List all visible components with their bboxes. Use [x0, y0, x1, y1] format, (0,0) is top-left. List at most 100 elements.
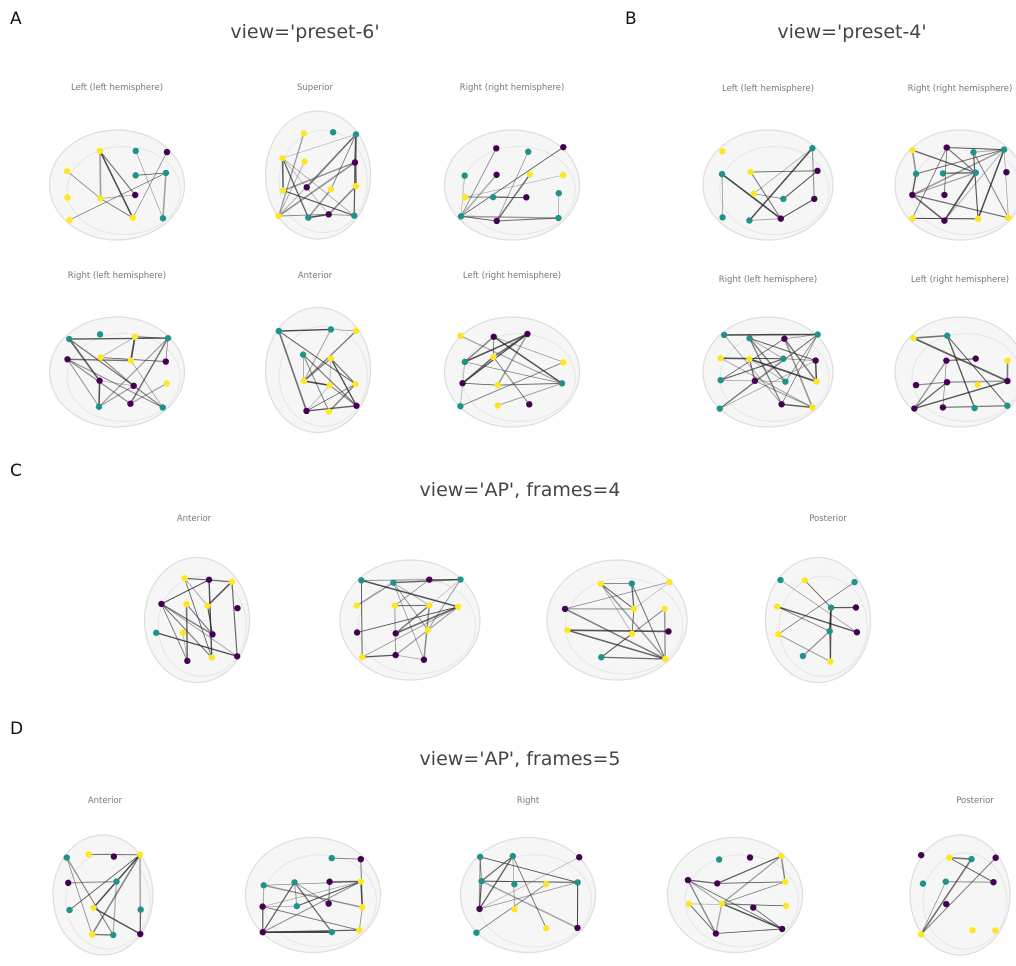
brain-network	[703, 130, 833, 240]
panel-letter: A	[10, 9, 22, 29]
node	[490, 194, 496, 200]
node	[351, 212, 357, 218]
node	[974, 382, 980, 388]
node	[326, 211, 332, 217]
node	[459, 380, 465, 386]
node	[1004, 378, 1010, 384]
edge	[943, 173, 976, 174]
node	[662, 656, 668, 662]
node	[782, 378, 788, 384]
node	[780, 356, 786, 362]
view-label: Right (right hemisphere)	[908, 84, 1013, 94]
brain-network	[50, 130, 185, 240]
node	[1005, 215, 1011, 221]
node	[276, 328, 282, 334]
edge	[99, 381, 100, 407]
node	[814, 168, 820, 174]
view-label: Right (left hemisphere)	[719, 275, 817, 285]
node	[329, 855, 335, 861]
node	[478, 878, 484, 884]
view-label: Left (left hemisphere)	[71, 83, 163, 93]
node	[163, 170, 169, 176]
node	[719, 214, 725, 220]
node	[941, 192, 947, 198]
figure: Aview='preset-6'Left (left hemisphere)Su…	[0, 0, 1016, 966]
node	[328, 186, 334, 192]
panel-title: view='AP', frames=4	[420, 479, 621, 501]
node	[229, 579, 235, 585]
node	[975, 216, 981, 222]
panel-letter: B	[625, 9, 637, 29]
node	[783, 903, 789, 909]
node	[851, 579, 857, 585]
node	[209, 631, 215, 637]
node	[526, 401, 532, 407]
node	[918, 852, 924, 858]
node	[721, 332, 727, 338]
node	[354, 629, 360, 635]
node	[132, 192, 138, 198]
node	[774, 603, 780, 609]
node	[127, 401, 133, 407]
node	[564, 627, 570, 633]
node	[328, 326, 334, 332]
node	[455, 604, 461, 610]
brain-network	[895, 130, 1016, 240]
node	[560, 172, 566, 178]
node	[576, 854, 582, 860]
node	[291, 879, 297, 885]
node	[556, 190, 562, 196]
node	[326, 408, 332, 414]
node	[559, 380, 565, 386]
node	[234, 605, 240, 611]
edge	[100, 151, 101, 198]
node	[943, 357, 949, 363]
node	[353, 403, 359, 409]
node	[392, 602, 398, 608]
node	[130, 215, 136, 221]
node	[1004, 357, 1010, 363]
brain-network	[266, 111, 371, 239]
node	[944, 379, 950, 385]
node	[204, 603, 210, 609]
node	[1003, 169, 1009, 175]
node	[165, 335, 171, 341]
node	[457, 403, 463, 409]
node	[543, 925, 549, 931]
node	[910, 335, 916, 341]
node	[943, 901, 949, 907]
node	[490, 354, 496, 360]
node	[1004, 403, 1010, 409]
node	[301, 130, 307, 136]
node	[775, 631, 781, 637]
brain-network	[246, 838, 381, 953]
node	[719, 900, 725, 906]
node	[493, 145, 499, 151]
node	[132, 334, 138, 340]
edge	[283, 158, 284, 190]
node	[164, 149, 170, 155]
node	[746, 356, 752, 362]
node	[206, 577, 212, 583]
node	[354, 602, 360, 608]
view-label: Anterior	[298, 271, 333, 281]
node	[511, 881, 517, 887]
node	[973, 355, 979, 361]
node	[458, 213, 464, 219]
node	[279, 155, 285, 161]
node	[941, 217, 947, 223]
node	[353, 131, 359, 137]
brain-network	[461, 838, 596, 953]
node	[305, 214, 311, 220]
node	[802, 577, 808, 583]
node	[462, 359, 468, 365]
node	[64, 168, 70, 174]
edge	[69, 338, 168, 339]
brain-network	[668, 838, 803, 953]
node	[779, 926, 785, 932]
node	[327, 382, 333, 388]
node	[66, 907, 72, 913]
brain-network	[547, 560, 687, 680]
node	[325, 900, 331, 906]
node	[111, 853, 117, 859]
